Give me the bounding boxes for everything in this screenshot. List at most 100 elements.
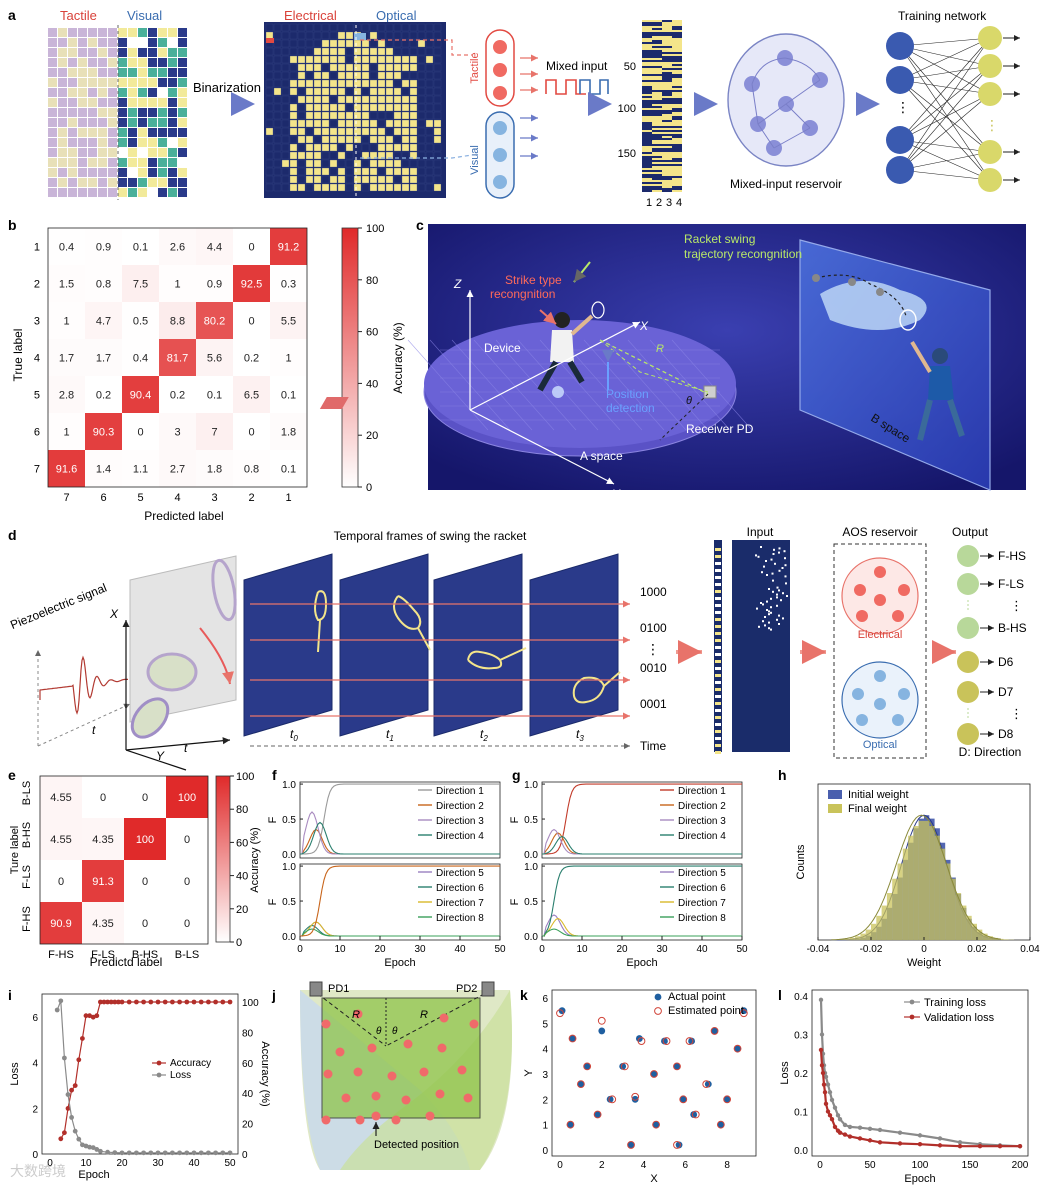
panel-letter-h: h bbox=[778, 767, 787, 783]
legend-marker bbox=[156, 1060, 162, 1066]
data-point bbox=[162, 999, 168, 1005]
raster-dot bbox=[766, 600, 768, 603]
e-ylabel: Ture label bbox=[9, 826, 21, 875]
binary-cell bbox=[393, 183, 402, 192]
mosaic-cell bbox=[88, 48, 97, 57]
binary-cell bbox=[337, 39, 346, 48]
mosaic-cell bbox=[98, 128, 107, 137]
output-ellipsis: ⋮ bbox=[1010, 598, 1023, 613]
raster-bar bbox=[662, 136, 672, 138]
raster-dot bbox=[770, 628, 772, 631]
data-point bbox=[76, 1136, 82, 1142]
x-tick-label: 8 bbox=[724, 1160, 730, 1171]
binary-cell bbox=[361, 47, 370, 56]
heatmap-value: 80.2 bbox=[204, 316, 225, 328]
raster-dot bbox=[783, 550, 786, 553]
mosaic-cell bbox=[148, 48, 157, 57]
binary-cell bbox=[265, 159, 274, 168]
mosaic-cell bbox=[48, 58, 57, 67]
raster-dot bbox=[795, 576, 797, 579]
binary-cell bbox=[353, 23, 362, 32]
binary-cell bbox=[273, 79, 282, 88]
binary-cell bbox=[297, 87, 306, 96]
binary-cell bbox=[305, 47, 314, 56]
mosaic-cell bbox=[118, 78, 127, 87]
data-point bbox=[857, 1136, 863, 1141]
data-point bbox=[80, 1142, 85, 1148]
raster-dot bbox=[768, 627, 770, 630]
legend-marker bbox=[909, 1014, 915, 1020]
mosaic-cell bbox=[158, 48, 167, 57]
raster-bar bbox=[672, 44, 682, 46]
heatmap-value: 0.8 bbox=[96, 279, 111, 291]
raster-bar bbox=[642, 148, 652, 150]
y-right-tick-label: 80 bbox=[242, 1028, 254, 1039]
mosaic-cell bbox=[108, 78, 117, 87]
binary-cell bbox=[377, 119, 386, 128]
strip-dot bbox=[715, 583, 721, 586]
data-point bbox=[58, 1136, 64, 1142]
binary-cell bbox=[377, 151, 386, 160]
mosaic-cell bbox=[158, 78, 167, 87]
heatmap-value: 0.1 bbox=[281, 464, 296, 476]
binary-cell bbox=[401, 71, 410, 80]
binary-cell bbox=[273, 167, 282, 176]
heatmap-value: 3 bbox=[174, 427, 180, 439]
data-point bbox=[148, 1150, 154, 1156]
strip-dot bbox=[715, 604, 721, 607]
d-tn-axis bbox=[125, 737, 231, 751]
data-point bbox=[847, 1124, 853, 1130]
mosaic-cell bbox=[78, 178, 87, 187]
mosaic-cell bbox=[48, 168, 57, 177]
binary-cell bbox=[385, 55, 394, 64]
data-point bbox=[937, 1143, 943, 1148]
data-point bbox=[917, 1133, 923, 1138]
binary-cell bbox=[361, 87, 370, 96]
x-tick-label: 10 bbox=[80, 1158, 92, 1169]
time-frame bbox=[243, 553, 333, 737]
raster-bar bbox=[672, 46, 682, 48]
estimated-point bbox=[739, 1009, 748, 1018]
mosaic-cell bbox=[108, 168, 117, 177]
binary-cell bbox=[361, 127, 370, 136]
y-tick-label: 3 bbox=[542, 1070, 548, 1081]
estimated-point bbox=[631, 1092, 640, 1101]
raster-bar bbox=[662, 132, 682, 134]
y-axis-label: F bbox=[267, 898, 279, 905]
mosaic-cell bbox=[148, 88, 157, 97]
histogram-bar bbox=[929, 826, 935, 940]
mosaic-cell bbox=[138, 78, 147, 87]
binary-cell bbox=[353, 151, 362, 160]
raster-dot bbox=[770, 611, 772, 614]
visual-link bbox=[360, 154, 473, 159]
mosaic-cell bbox=[68, 138, 77, 147]
heatmap-value: 0.8 bbox=[244, 464, 259, 476]
y-axis-label: Y bbox=[523, 1069, 535, 1077]
network-edge bbox=[899, 169, 991, 181]
actual-point bbox=[711, 1027, 718, 1035]
y-tick-label: 0.2 bbox=[794, 1069, 808, 1080]
binary-cell bbox=[417, 47, 426, 56]
grid-point bbox=[321, 1019, 331, 1029]
d-y-axis bbox=[125, 749, 187, 771]
binary-cell bbox=[425, 31, 434, 40]
binary-cell bbox=[425, 39, 434, 48]
raster-bar bbox=[642, 118, 672, 120]
estimated-point bbox=[566, 1120, 575, 1129]
binary-cell bbox=[377, 23, 386, 32]
binary-cell bbox=[329, 151, 338, 160]
y-axis-label: Loss bbox=[9, 1062, 21, 1086]
binary-cell bbox=[433, 31, 442, 40]
legend-label: Initial weight bbox=[848, 789, 909, 801]
x-tick-label: 30 bbox=[414, 944, 426, 955]
binary-cell bbox=[265, 103, 274, 112]
estimated-point bbox=[650, 1070, 658, 1078]
binary-cell bbox=[361, 95, 370, 104]
binary-cell bbox=[361, 63, 370, 72]
raster-bar bbox=[642, 178, 652, 180]
binary-cell bbox=[321, 183, 330, 192]
binary-cell bbox=[393, 143, 402, 152]
binary-cell bbox=[329, 175, 338, 184]
x-tick-label: -0.04 bbox=[807, 944, 830, 955]
estimated-point bbox=[702, 1080, 711, 1089]
